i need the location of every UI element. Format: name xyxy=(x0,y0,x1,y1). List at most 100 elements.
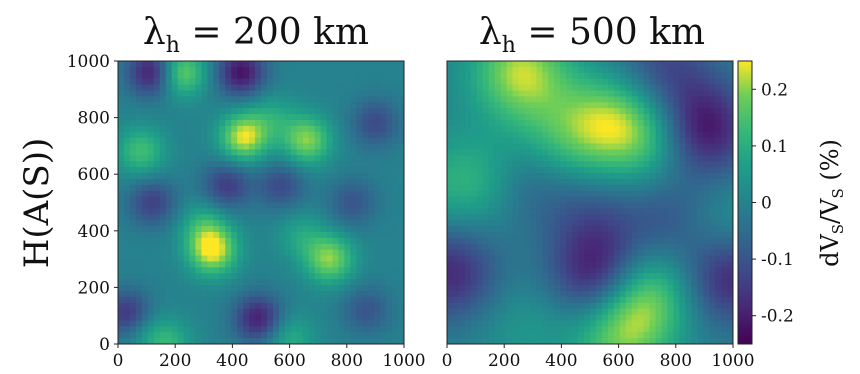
heatmap-cell xyxy=(524,220,532,227)
heatmap-cell xyxy=(524,255,532,263)
heatmap-cell xyxy=(554,143,561,151)
heatmap-cell xyxy=(129,273,137,280)
heatmap-cell xyxy=(386,214,393,221)
heatmap-cell xyxy=(398,285,404,292)
heatmap-cell xyxy=(231,202,238,209)
heatmap-cell xyxy=(356,214,363,221)
heatmap-cell xyxy=(697,202,704,209)
heatmap-cell xyxy=(595,261,603,268)
heatmap-cell xyxy=(284,137,292,145)
heatmap-cell xyxy=(380,125,387,133)
heatmap-cell xyxy=(595,279,603,286)
heatmap-cell xyxy=(118,338,125,344)
heatmap-cell xyxy=(266,84,274,92)
heatmap-cell xyxy=(691,61,698,68)
heatmap-cell xyxy=(374,273,381,280)
heatmap-cell xyxy=(165,326,173,333)
heatmap-cell xyxy=(673,66,680,74)
heatmap-cell xyxy=(278,285,286,292)
heatmap-cell xyxy=(201,226,208,233)
heatmap-cell xyxy=(595,208,603,215)
heatmap-cell xyxy=(290,184,298,192)
heatmap-cell xyxy=(637,320,645,327)
heatmap-cell xyxy=(601,108,609,115)
heatmap-cell xyxy=(560,61,567,68)
heatmap-cell xyxy=(207,173,214,180)
heatmap-cell xyxy=(697,273,704,280)
heatmap-cell xyxy=(123,320,131,327)
heatmap-cell xyxy=(153,78,161,86)
heatmap-cell xyxy=(447,173,454,180)
heatmap-cell xyxy=(392,72,399,80)
heatmap-cell xyxy=(213,61,220,68)
heatmap-cell xyxy=(344,155,351,162)
heatmap-cell xyxy=(447,102,454,109)
heatmap-cell xyxy=(374,137,381,145)
heatmap-cell xyxy=(447,279,454,286)
heatmap-cell xyxy=(201,202,208,209)
heatmap-cell xyxy=(266,202,274,209)
heatmap-cell xyxy=(572,184,579,192)
heatmap-cell xyxy=(679,214,686,221)
heatmap-cell xyxy=(613,72,621,80)
heatmap-cell xyxy=(452,190,460,198)
heatmap-cell xyxy=(482,143,490,151)
heatmap-cell xyxy=(213,196,220,204)
heatmap-cell xyxy=(447,202,454,209)
heatmap-cell xyxy=(500,267,508,274)
heatmap-cell xyxy=(243,226,250,233)
heatmap-cell xyxy=(679,66,686,74)
heatmap-cell xyxy=(721,84,728,92)
heatmap-cell xyxy=(584,326,591,333)
heatmap-cell xyxy=(631,184,639,192)
y-tick-label: 1000 xyxy=(67,52,110,72)
heatmap-cell xyxy=(554,119,561,127)
heatmap-cell xyxy=(320,143,328,151)
heatmap-cell xyxy=(584,320,591,327)
heatmap-cell xyxy=(637,143,645,151)
heatmap-cell xyxy=(135,108,143,115)
heatmap-cell xyxy=(613,332,621,339)
heatmap-cell xyxy=(667,173,675,180)
heatmap-cell xyxy=(123,338,131,344)
heatmap-cell xyxy=(476,72,484,80)
heatmap-cell xyxy=(452,243,460,251)
heatmap-cell xyxy=(661,155,669,162)
heatmap-cell xyxy=(207,90,214,97)
heatmap-cell xyxy=(512,332,520,339)
heatmap-cell xyxy=(284,255,292,263)
heatmap-cell xyxy=(189,220,197,227)
heatmap-cell xyxy=(667,66,675,74)
heatmap-cell xyxy=(691,302,698,310)
heatmap-cell xyxy=(213,119,220,127)
heatmap-cell xyxy=(494,273,502,280)
heatmap-cell xyxy=(500,261,508,268)
heatmap-cell xyxy=(518,208,526,215)
heatmap-cell xyxy=(195,119,203,127)
heatmap-cell xyxy=(637,214,645,221)
heatmap-cell xyxy=(464,273,472,280)
heatmap-cell xyxy=(177,178,185,186)
heatmap-cell xyxy=(524,208,532,215)
heatmap-cell xyxy=(272,72,280,80)
heatmap-cell xyxy=(153,196,161,204)
heatmap-cell xyxy=(243,108,250,115)
heatmap-cell xyxy=(709,108,716,115)
heatmap-cell xyxy=(542,243,549,251)
heatmap-cell xyxy=(284,302,292,310)
heatmap-cell xyxy=(673,61,680,68)
heatmap-cell xyxy=(296,66,304,74)
heatmap-cell xyxy=(554,78,561,86)
heatmap-cell xyxy=(141,273,149,280)
heatmap-cell xyxy=(195,196,203,204)
heatmap-cell xyxy=(386,155,393,162)
heatmap-cell xyxy=(703,167,710,174)
heatmap-cell xyxy=(362,190,369,198)
heatmap-cell xyxy=(464,332,472,339)
heatmap-cell xyxy=(566,114,573,121)
heatmap-cell xyxy=(249,190,256,198)
heatmap-cell xyxy=(225,243,232,251)
heatmap-cell xyxy=(447,249,454,257)
heatmap-cell xyxy=(374,320,381,327)
heatmap-cell xyxy=(643,190,651,198)
